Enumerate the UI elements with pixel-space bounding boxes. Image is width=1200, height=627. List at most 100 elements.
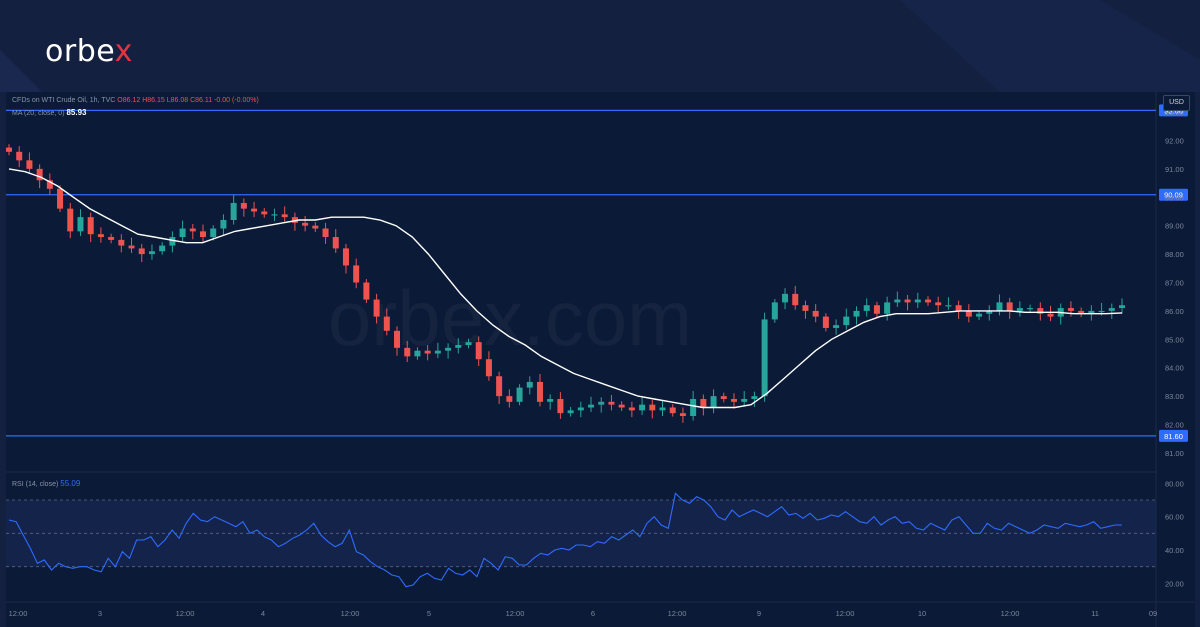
candle-body <box>873 305 880 314</box>
candle-body <box>812 310 819 317</box>
rsi-tick-label: 80.00 <box>1165 479 1184 488</box>
candle-body <box>506 396 513 402</box>
candle-body <box>189 228 196 232</box>
legend-rsi-row: RSI (14, close) 55.09 <box>12 479 80 488</box>
candle-body <box>649 404 656 411</box>
candle-body <box>843 316 850 326</box>
candle-body <box>404 347 411 357</box>
candle-body <box>1037 308 1044 314</box>
candle-body <box>935 302 942 306</box>
time-tick-label: 09 <box>1149 609 1157 618</box>
time-tick-label: 12:00 <box>9 609 28 618</box>
time-tick-label: 5 <box>427 609 431 618</box>
candle-body <box>741 398 748 402</box>
candle-body <box>322 228 329 238</box>
legend-ma-label: MA (20, close, 0) <box>12 110 65 117</box>
candle-body <box>598 401 605 405</box>
candle-body <box>639 404 646 411</box>
rsi-pane <box>6 492 1156 588</box>
rsi-tick-label: 60.00 <box>1165 513 1184 522</box>
candle-body <box>169 237 176 246</box>
level-label: 81.60 <box>1164 432 1183 441</box>
legend-symbol-row: CFDs on WTI Crude Oil, 1h, TVC O86.12 H8… <box>12 97 259 104</box>
ma-line <box>8 168 1123 409</box>
candle-body <box>291 217 298 223</box>
candle-body <box>516 387 523 402</box>
candle-body <box>281 214 288 218</box>
candle-body <box>802 305 809 311</box>
candle-body <box>577 407 584 411</box>
candle-body <box>1108 308 1115 311</box>
price-tick-label: 85.00 <box>1165 335 1184 344</box>
price-tick-label: 89.00 <box>1165 222 1184 231</box>
header-decoration <box>0 0 1200 92</box>
candle-body <box>261 211 268 215</box>
candle-body <box>240 202 247 209</box>
candle-body <box>312 225 319 229</box>
candle-body <box>26 160 33 169</box>
candle-body <box>445 347 452 351</box>
candle-body <box>434 350 441 354</box>
time-tick-label: 12:00 <box>668 609 687 618</box>
candle-body <box>792 293 799 306</box>
price-tick-label: 92.00 <box>1165 136 1184 145</box>
candle-body <box>179 228 186 238</box>
candle-body <box>302 222 309 226</box>
candle-body <box>424 350 431 354</box>
candle-body <box>394 330 401 348</box>
candle-body <box>373 299 380 317</box>
candle-body <box>567 410 574 414</box>
candle-body <box>965 310 972 317</box>
level-tag <box>1159 429 1188 442</box>
candle-body <box>526 381 533 388</box>
price-tick-label: 83.00 <box>1165 392 1184 401</box>
level-tag <box>1159 188 1188 201</box>
orbex-logo: orbex <box>45 34 133 69</box>
time-tick-label: 12:00 <box>506 609 525 618</box>
candle-body <box>659 407 666 411</box>
candle-body <box>230 202 237 220</box>
candle-body <box>6 147 12 152</box>
candle-body <box>996 302 1003 311</box>
candle-body <box>720 396 727 399</box>
price-tick-label: 90.00 <box>1165 193 1184 202</box>
price-tick-label: 91.00 <box>1165 165 1184 174</box>
candle-body <box>36 168 43 181</box>
candle-body <box>618 404 625 408</box>
price-tick-label: 81.00 <box>1165 449 1184 458</box>
candle-body <box>108 237 115 240</box>
header-banner: orbex <box>0 0 1200 92</box>
rsi-tick-label: 20.00 <box>1165 579 1184 588</box>
candle-body <box>894 299 901 303</box>
time-tick-label: 12:00 <box>836 609 855 618</box>
candle-body <box>863 305 870 311</box>
candle-body <box>77 217 84 232</box>
price-tick-label: 93.00 <box>1165 108 1184 117</box>
price-tick-label: 88.00 <box>1165 250 1184 259</box>
candle-body <box>904 299 911 303</box>
time-tick-label: 12:00 <box>341 609 360 618</box>
candle-body <box>679 413 686 417</box>
candle-body <box>1098 310 1105 313</box>
candle-body <box>148 251 155 255</box>
candle-body <box>465 342 472 345</box>
candle-body <box>955 305 962 311</box>
time-tick-label: 9 <box>757 609 761 618</box>
price-axis: 93.00 92.00 91.00 90.00 89.00 88.00 87.00 86.00… <box>1165 108 1184 588</box>
candle-body <box>496 376 503 397</box>
price-tick-label: 82.00 <box>1165 421 1184 430</box>
candle-body <box>771 302 778 320</box>
candle-body <box>383 316 390 331</box>
legend-rsi-label: RSI (14, close) <box>12 481 59 488</box>
candle-body <box>97 234 104 238</box>
candle-body <box>210 228 217 238</box>
candle-body <box>1016 308 1023 311</box>
candle-body <box>67 208 74 232</box>
candle-body <box>485 359 492 377</box>
currency-button[interactable]: USD <box>1163 95 1190 111</box>
legend-ohlc: O86.12 H86.15 L86.08 C86.11 -0.00 (-0.00… <box>117 97 259 104</box>
time-tick-label: 11 <box>1091 609 1099 618</box>
candle-body <box>822 316 829 328</box>
rsi-line <box>8 492 1122 588</box>
